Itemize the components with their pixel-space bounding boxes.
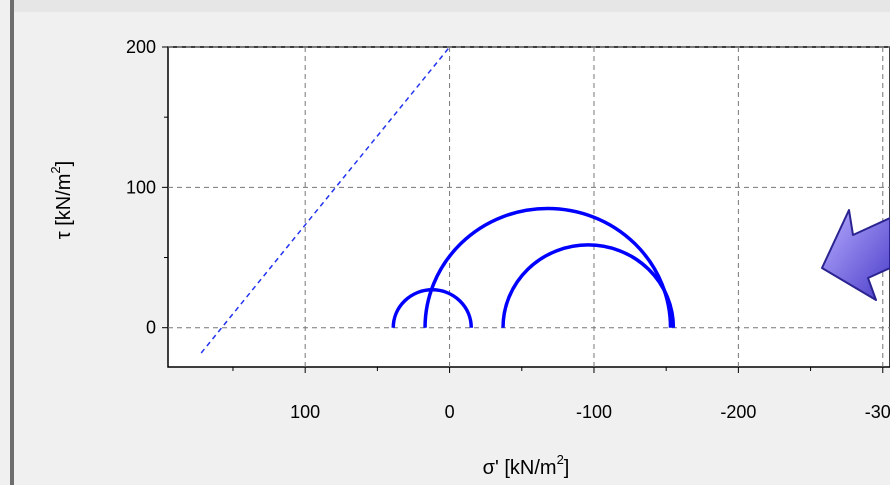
x-tick-label: 100 bbox=[290, 402, 320, 422]
x-tick-label: -200 bbox=[720, 402, 756, 422]
mohr-circle bbox=[391, 288, 473, 328]
x-tick-label: -300 bbox=[865, 402, 890, 422]
top-strip bbox=[14, 0, 890, 12]
y-axis-title: τ [kN/m2] bbox=[48, 161, 75, 239]
y-tick-label: 0 bbox=[146, 318, 156, 338]
series-layer bbox=[200, 46, 451, 354]
mohr-circles bbox=[391, 206, 676, 328]
mohr-circle bbox=[423, 206, 673, 328]
grid-lines bbox=[168, 46, 890, 367]
y-tick-label: 100 bbox=[126, 177, 156, 197]
x-axis-title: σ' [kN/m2] bbox=[483, 452, 570, 479]
plot-area bbox=[167, 46, 890, 368]
mohr-circle bbox=[501, 243, 676, 328]
pointer-arrow-icon bbox=[821, 209, 890, 301]
y-tick-labels: 0 100 200 bbox=[126, 37, 156, 338]
x-tick-label: -100 bbox=[576, 402, 612, 422]
x-tick-label: 0 bbox=[445, 402, 455, 422]
window-border bbox=[10, 0, 14, 485]
failure-envelope-line bbox=[200, 46, 451, 354]
y-tick-label: 200 bbox=[126, 37, 156, 57]
axis-ticks bbox=[162, 46, 884, 373]
x-tick-labels: 100 0 -100 -200 -300 bbox=[290, 402, 890, 422]
